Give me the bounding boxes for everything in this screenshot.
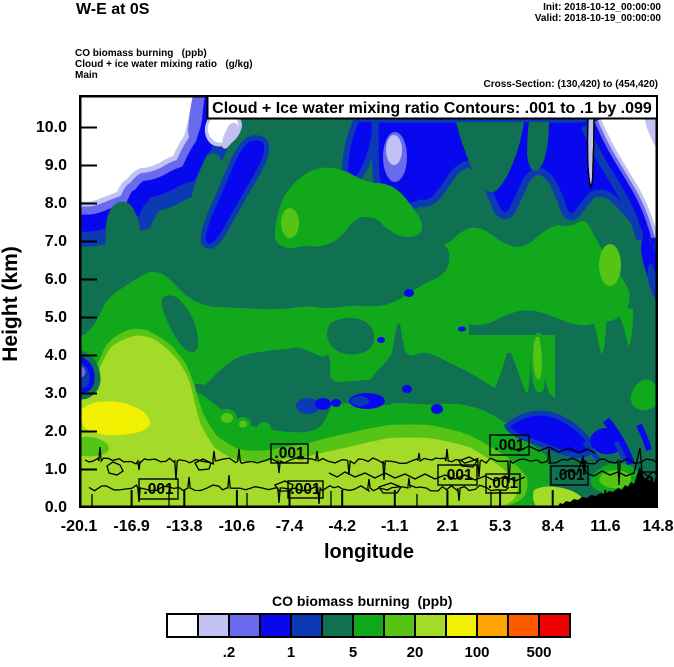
svg-text:.00: .00 (641, 474, 658, 491)
svg-text:.001: .001 (442, 467, 473, 484)
svg-text:.001: .001 (488, 475, 519, 492)
svg-text:.001: .001 (143, 481, 174, 498)
svg-text:.001: .001 (290, 481, 321, 498)
svg-text:.001: .001 (274, 445, 305, 462)
svg-text:.001: .001 (554, 467, 585, 484)
svg-text:Cloud + Ice water mixing ratio: Cloud + Ice water mixing ratio Contours:… (212, 100, 652, 117)
svg-text:.001: .001 (494, 437, 525, 454)
